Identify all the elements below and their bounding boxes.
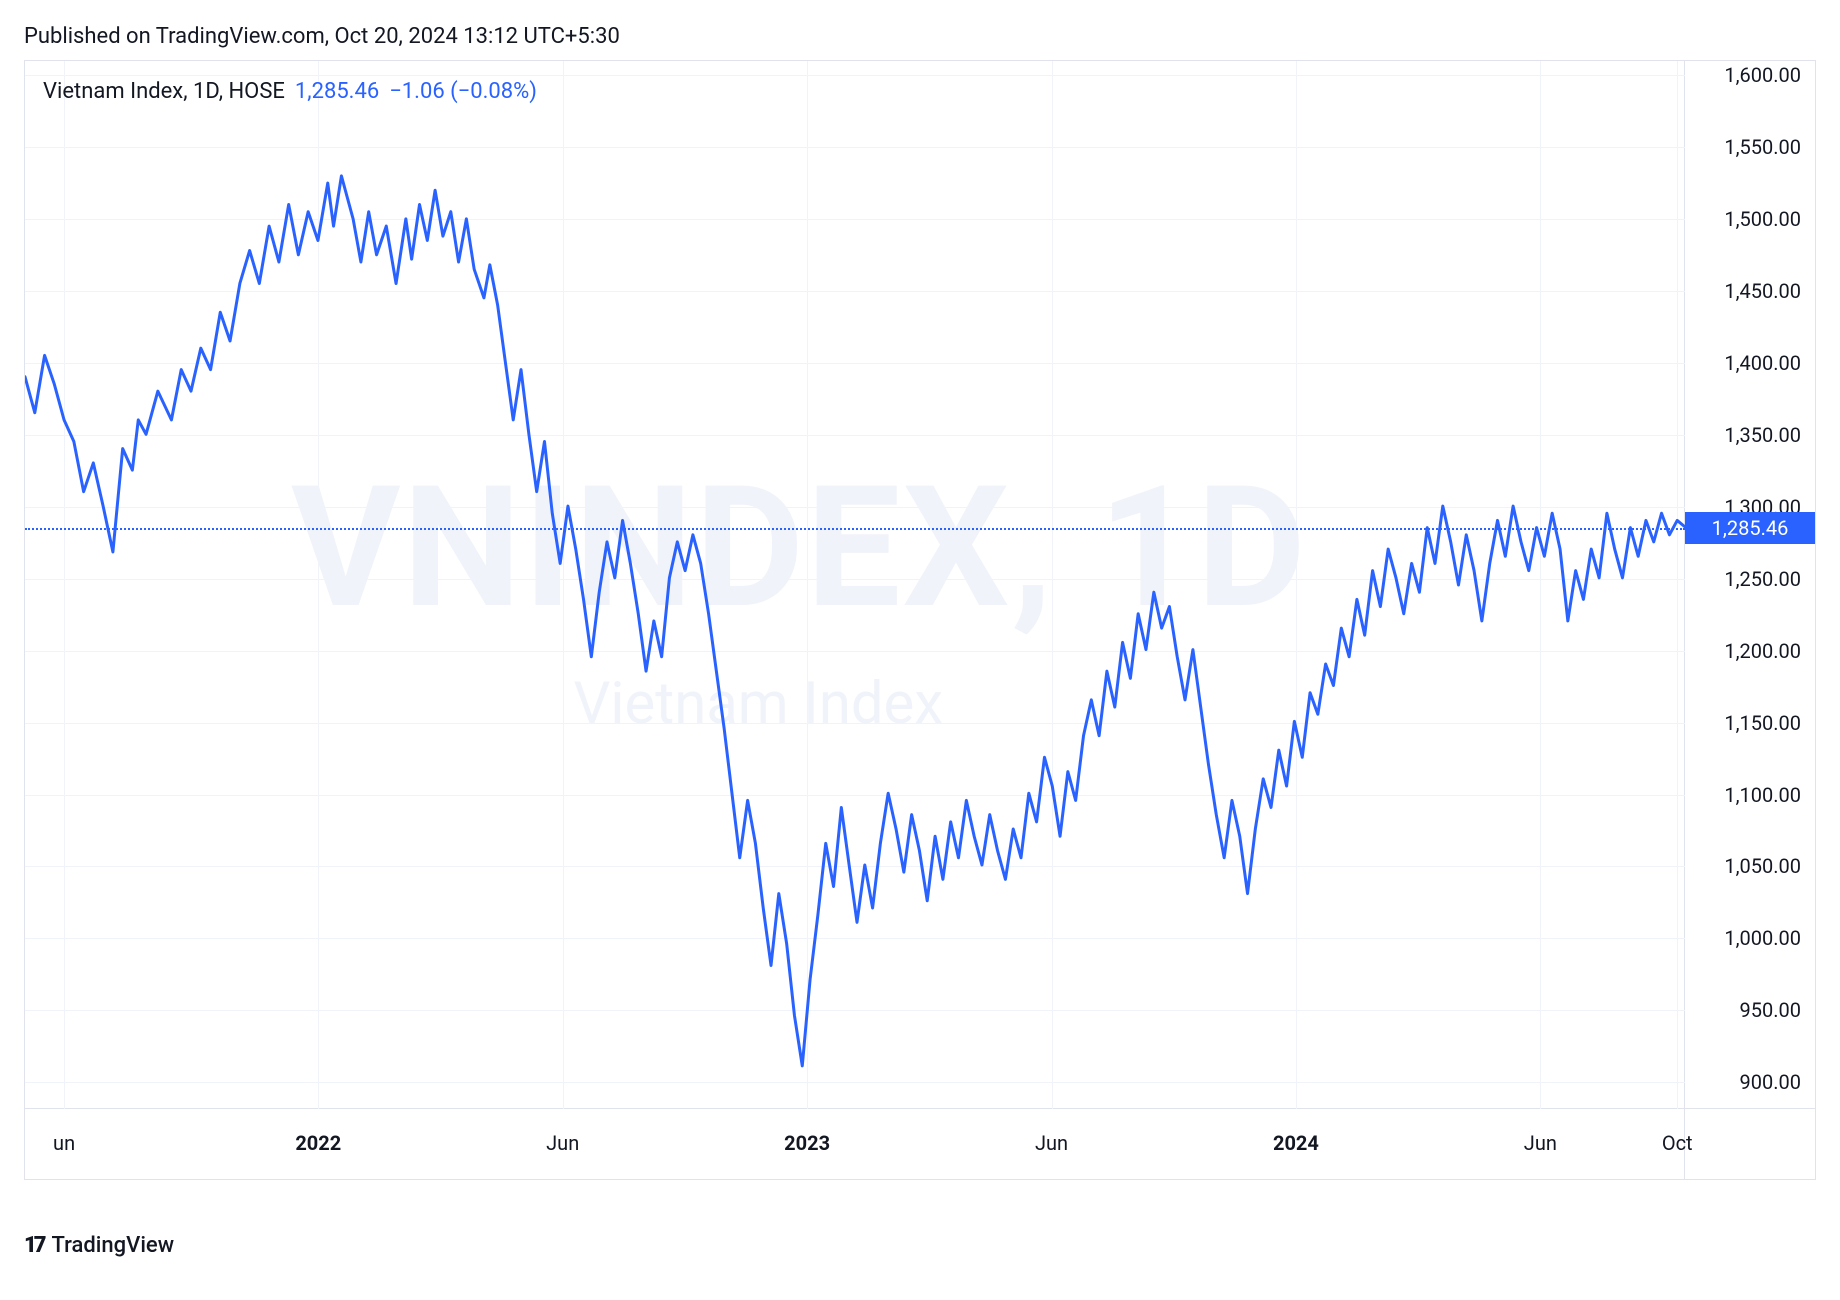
x-tick-label: 2022 (295, 1131, 341, 1155)
chart-title-row: Vietnam Index, 1D, HOSE 1,285.46 −1.06 (… (43, 79, 537, 104)
chart-symbol-name[interactable]: Vietnam Index, 1D, HOSE (43, 79, 285, 104)
chart-container[interactable]: Vietnam Index, 1D, HOSE 1,285.46 −1.06 (… (24, 60, 1816, 1180)
x-tick-label: Jun (1035, 1131, 1068, 1155)
x-tick-label: 2024 (1273, 1131, 1319, 1155)
chart-last-price: 1,285.46 (295, 79, 379, 104)
plot-area[interactable]: VNINDEX, 1D Vietnam Index (25, 61, 1685, 1109)
y-tick-label: 950.00 (1740, 998, 1801, 1022)
y-tick-label: 1,200.00 (1724, 639, 1801, 663)
y-tick-label: 1,150.00 (1724, 711, 1801, 735)
x-tick-label: un (53, 1131, 75, 1155)
published-header: Published on TradingView.com, Oct 20, 20… (24, 24, 620, 49)
y-tick-label: 1,600.00 (1724, 63, 1801, 87)
x-tick-label: 2023 (784, 1131, 830, 1155)
tradingview-logo[interactable]: 17 TradingView (24, 1233, 174, 1258)
y-tick-label: 1,400.00 (1724, 351, 1801, 375)
current-price-line (25, 528, 1685, 530)
tradingview-logo-icon: 17 (24, 1233, 44, 1258)
y-tick-label: 1,100.00 (1724, 783, 1801, 807)
y-tick-label: 1,050.00 (1724, 854, 1801, 878)
y-tick-label: 1,000.00 (1724, 926, 1801, 950)
tradingview-logo-text: TradingView (52, 1233, 175, 1258)
y-tick-label: 1,450.00 (1724, 279, 1801, 303)
price-line-svg (25, 61, 1685, 1109)
chart-change: −1.06 (−0.08%) (389, 79, 537, 104)
y-tick-label: 1,550.00 (1724, 135, 1801, 159)
y-tick-label: 1,500.00 (1724, 207, 1801, 231)
x-tick-label: Jun (1524, 1131, 1557, 1155)
price-polyline (25, 176, 1685, 1066)
y-tick-label: 1,250.00 (1724, 567, 1801, 591)
x-tick-label: Oct (1662, 1131, 1693, 1155)
current-price-badge: 1,285.46 (1685, 512, 1815, 544)
x-tick-label: Jun (546, 1131, 579, 1155)
y-tick-label: 900.00 (1740, 1070, 1801, 1094)
x-axis[interactable]: un2022Jun2023Jun2024JunOct (25, 1109, 1685, 1179)
y-axis[interactable]: 900.00 950.00 1,000.00 1,050.00 1,100.00 1,15… (1685, 61, 1815, 1109)
y-tick-label: 1,350.00 (1724, 423, 1801, 447)
